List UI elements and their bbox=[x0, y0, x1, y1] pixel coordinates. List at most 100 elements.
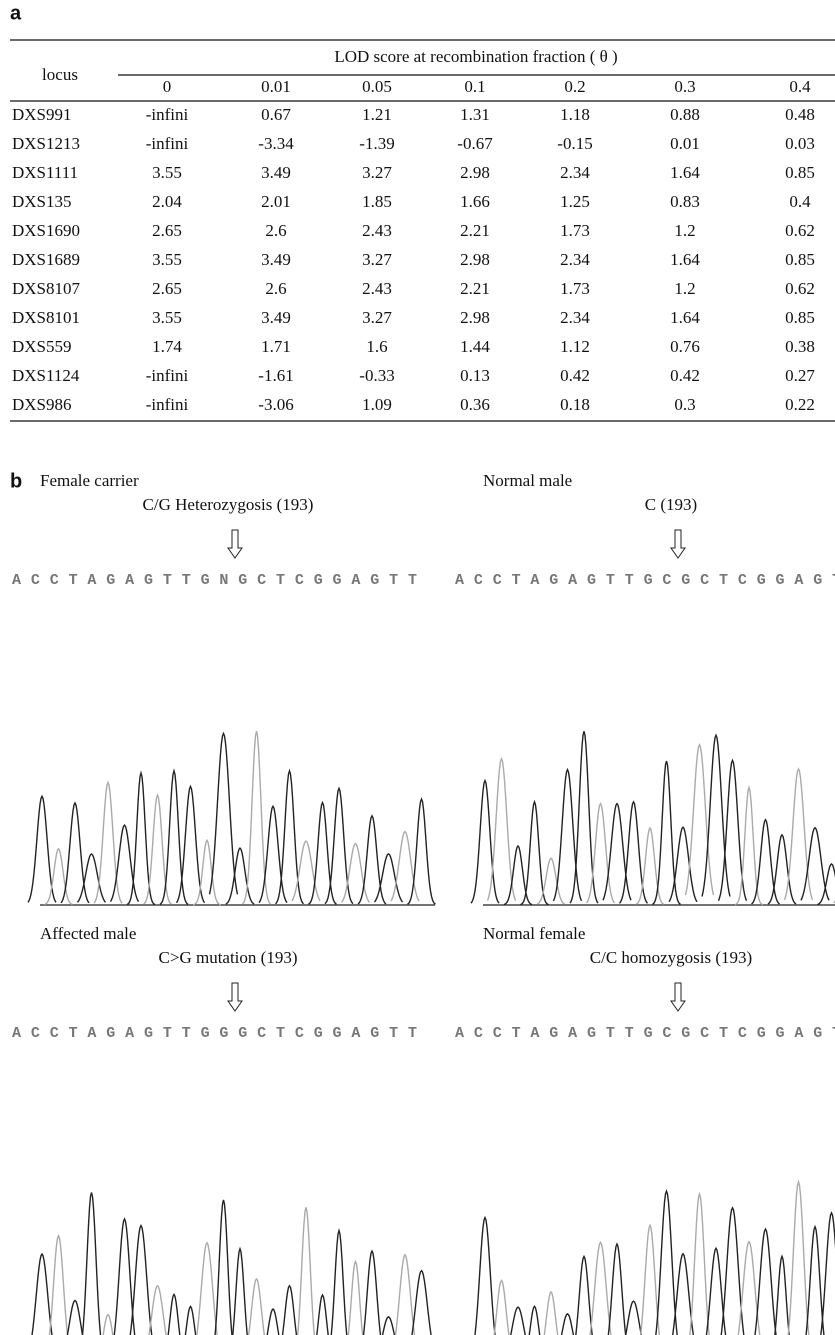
sequence: A C C T A G A G T T G G G C T C G G A G … bbox=[12, 1025, 417, 1042]
chromatogram-peak bbox=[45, 1236, 73, 1335]
lod-cell: 0.85 bbox=[785, 250, 815, 269]
chromatogram-peak bbox=[358, 1251, 386, 1335]
lod-cell: 1.64 bbox=[670, 250, 700, 269]
locus-cell: DXS8101 bbox=[12, 308, 80, 327]
lod-cell: -infini bbox=[146, 366, 189, 385]
chromatogram-peak bbox=[752, 1229, 780, 1335]
locus-cell: DXS135 bbox=[12, 192, 72, 211]
lod-cell: 0.13 bbox=[460, 366, 490, 385]
lod-cell: 2.21 bbox=[460, 279, 490, 298]
lod-cell: 1.85 bbox=[362, 192, 392, 211]
lod-cell: 1.31 bbox=[460, 105, 490, 124]
sample-title: Normal female bbox=[483, 924, 585, 943]
sequence: A C C T A G A G T T G C G C T C G G A G … bbox=[455, 572, 835, 589]
chromatogram-peak bbox=[111, 1219, 139, 1335]
lod-cell: 2.98 bbox=[460, 308, 490, 327]
chromatogram-peak bbox=[325, 788, 353, 903]
lod-cell: 0.22 bbox=[785, 395, 815, 414]
lod-cell: -1.61 bbox=[258, 366, 293, 385]
lod-cell: 1.64 bbox=[670, 308, 700, 327]
column-header: 0.01 bbox=[261, 77, 291, 96]
lod-cell: 3.27 bbox=[362, 250, 392, 269]
sample-subtitle: C (193) bbox=[645, 495, 697, 514]
lod-cell: 1.25 bbox=[560, 192, 590, 211]
lod-cell: 1.6 bbox=[366, 337, 387, 356]
lod-cell: 1.73 bbox=[560, 221, 590, 240]
arrow bbox=[671, 530, 685, 558]
lod-cell: 2.04 bbox=[152, 192, 182, 211]
locus-cell: DXS559 bbox=[12, 337, 72, 356]
chromatogram-peak bbox=[160, 1294, 188, 1335]
locus-cell: DXS1111 bbox=[12, 163, 78, 182]
figure: a locus LOD score at recombination fract… bbox=[0, 0, 835, 1335]
chromatogram-peak bbox=[537, 1292, 565, 1335]
lod-cell: 0.62 bbox=[785, 279, 815, 298]
chromatogram-peak bbox=[127, 773, 155, 905]
lod-cell: 2.21 bbox=[460, 221, 490, 240]
lod-cell: 2.43 bbox=[362, 279, 392, 298]
lod-cell: 1.2 bbox=[674, 221, 695, 240]
column-header: 0.2 bbox=[564, 77, 585, 96]
chromatogram-peak bbox=[785, 769, 813, 900]
chromatogram-peak bbox=[210, 1200, 238, 1335]
chromatogram-peak bbox=[144, 795, 172, 904]
lod-cell: 1.64 bbox=[670, 163, 700, 182]
chromatogram-peak bbox=[309, 803, 337, 905]
chromatogram-peak bbox=[325, 1231, 353, 1335]
chromatogram-peak bbox=[177, 1307, 205, 1335]
lod-cell: 3.55 bbox=[152, 308, 182, 327]
lod-cell: 0.48 bbox=[785, 105, 815, 124]
lod-cell: 1.66 bbox=[460, 192, 490, 211]
chromatogram-peak bbox=[818, 864, 835, 905]
lod-cell: 0.85 bbox=[785, 308, 815, 327]
lod-cell: 1.73 bbox=[560, 279, 590, 298]
lod-cell: 3.49 bbox=[261, 308, 291, 327]
lod-cell: 0.88 bbox=[670, 105, 700, 124]
chromatogram-peak bbox=[391, 1255, 419, 1335]
locus-cell: DXS991 bbox=[12, 105, 72, 124]
lod-cell: 0.36 bbox=[460, 395, 490, 414]
arrow bbox=[671, 983, 685, 1011]
lod-cell: 0.42 bbox=[670, 366, 700, 385]
lod-cell: 1.09 bbox=[362, 395, 392, 414]
lod-cell: 2.34 bbox=[560, 308, 590, 327]
lod-cell: 2.01 bbox=[261, 192, 291, 211]
lod-cell: 0.4 bbox=[789, 192, 811, 211]
chromatogram-peak bbox=[78, 1193, 106, 1335]
lod-cell: -0.15 bbox=[557, 134, 592, 153]
lod-cell: 0.83 bbox=[670, 192, 700, 211]
locus-cell: DXS986 bbox=[12, 395, 72, 414]
chromatogram-peak bbox=[752, 820, 780, 904]
locus-cell: DXS1124 bbox=[12, 366, 80, 385]
chromatogram-peak bbox=[160, 771, 188, 904]
lod-cell: 1.71 bbox=[261, 337, 291, 356]
lod-cell: -3.34 bbox=[258, 134, 294, 153]
lod-cell: -3.06 bbox=[258, 395, 293, 414]
sequence: A C C T A G A G T T G N G C T C G G A G … bbox=[12, 572, 417, 589]
locus-cell: DXS1213 bbox=[12, 134, 80, 153]
chromatogram-peak bbox=[488, 759, 516, 901]
lod-cell: -infini bbox=[146, 134, 189, 153]
locus-cell: DXS8107 bbox=[12, 279, 81, 298]
lod-cell: -0.33 bbox=[359, 366, 394, 385]
lod-cell: 0.03 bbox=[785, 134, 815, 153]
lod-cell: 0.38 bbox=[785, 337, 815, 356]
column-header: 0.4 bbox=[789, 77, 811, 96]
chromatogram-peak bbox=[210, 734, 238, 895]
lod-cell: 1.18 bbox=[560, 105, 590, 124]
lod-cell: 2.6 bbox=[265, 279, 286, 298]
chromatogram-peak bbox=[471, 1218, 499, 1335]
lod-cell: 0.85 bbox=[785, 163, 815, 182]
lod-cell: 1.74 bbox=[152, 337, 182, 356]
chromatogram-peak bbox=[28, 1254, 56, 1335]
lod-cell: 3.27 bbox=[362, 163, 392, 182]
lod-cell: -infini bbox=[146, 395, 189, 414]
lod-cell: 0.67 bbox=[261, 105, 291, 124]
panel-label: a bbox=[10, 2, 22, 24]
lod-cell: 0.18 bbox=[560, 395, 590, 414]
chromatogram-peak bbox=[603, 1244, 631, 1335]
lod-cell: 2.6 bbox=[265, 221, 286, 240]
lod-cell: 2.65 bbox=[152, 279, 182, 298]
lod-cell: 3.49 bbox=[261, 163, 291, 182]
chromatogram-peak bbox=[408, 799, 436, 904]
